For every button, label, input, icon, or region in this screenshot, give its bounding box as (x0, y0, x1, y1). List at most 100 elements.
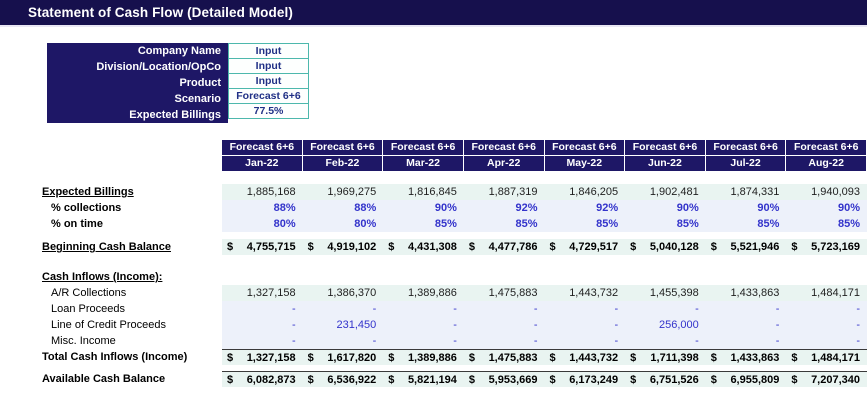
data-cell[interactable]: - (383, 317, 464, 333)
data-cell[interactable]: 1,902,481 (625, 184, 706, 200)
data-cell[interactable]: 1,433,863 (705, 285, 787, 301)
data-cell[interactable]: $1,327,158 (222, 349, 303, 365)
data-cell[interactable]: - (705, 301, 787, 317)
cell-value: 4,477,786 (488, 241, 538, 253)
data-cell[interactable]: $5,040,128 (625, 239, 706, 255)
data-cell[interactable]: - (302, 333, 384, 349)
data-cell[interactable]: 1,484,171 (786, 285, 867, 301)
data-cell[interactable]: $4,755,715 (222, 239, 303, 255)
data-cell[interactable]: $5,953,669 (463, 371, 545, 387)
data-cell[interactable]: $7,207,340 (786, 371, 867, 387)
data-cell[interactable]: 80% (302, 216, 384, 232)
data-cell[interactable]: 256,000 (625, 317, 706, 333)
data-cell[interactable]: 1,386,370 (302, 285, 384, 301)
data-cell[interactable]: 1,389,886 (383, 285, 464, 301)
data-cell[interactable]: - (222, 317, 303, 333)
data-cell[interactable]: $1,389,886 (383, 349, 464, 365)
data-cell[interactable]: 90% (786, 200, 867, 216)
data-cell[interactable]: - (222, 333, 303, 349)
data-cell[interactable]: 231,450 (302, 317, 384, 333)
form-input-cell[interactable]: Input (228, 73, 309, 89)
data-cell[interactable]: - (705, 333, 787, 349)
data-cell[interactable]: - (705, 317, 787, 333)
data-cell[interactable]: - (302, 301, 384, 317)
data-cell[interactable]: $6,955,809 (705, 371, 787, 387)
form-input-cell[interactable]: 77.5% (228, 103, 309, 119)
data-cell[interactable]: 92% (544, 200, 626, 216)
cell-value: - (614, 335, 619, 347)
data-cell[interactable]: - (383, 333, 464, 349)
data-cell[interactable]: 1,846,205 (544, 184, 626, 200)
data-cell[interactable]: 85% (705, 216, 787, 232)
data-cell[interactable]: 92% (463, 200, 545, 216)
data-cell[interactable]: $6,751,526 (625, 371, 706, 387)
data-cell[interactable]: $4,729,517 (544, 239, 626, 255)
form-input-cell[interactable]: Input (228, 58, 309, 74)
data-cell[interactable]: $1,711,398 (625, 349, 706, 365)
data-cell[interactable]: - (625, 301, 706, 317)
data-cell[interactable]: 85% (383, 216, 464, 232)
data-cell[interactable]: 1,327,158 (222, 285, 303, 301)
empty-cell (464, 269, 545, 285)
table-row: Available Cash Balance $6,082,873 $6,536,9… (40, 371, 867, 387)
data-cell[interactable]: 1,455,398 (625, 285, 706, 301)
data-cell[interactable]: $4,477,786 (463, 239, 545, 255)
data-cell[interactable]: - (222, 301, 303, 317)
data-cell[interactable]: 1,816,845 (383, 184, 464, 200)
data-cell[interactable]: - (625, 333, 706, 349)
data-cell[interactable]: $1,617,820 (302, 349, 384, 365)
cell-value: - (856, 335, 860, 347)
data-cell[interactable]: $5,521,946 (705, 239, 787, 255)
data-cell[interactable]: 88% (222, 200, 303, 216)
month-header-cell: Jul-22 (705, 156, 786, 171)
data-cell[interactable]: $1,484,171 (786, 349, 867, 365)
cell-value: 1,846,205 (569, 186, 619, 198)
data-cell[interactable]: $5,723,169 (786, 239, 867, 255)
data-cell[interactable]: - (786, 301, 867, 317)
dollar-sign: $ (227, 351, 234, 364)
form-input-cell[interactable]: Input (228, 43, 309, 59)
data-cell[interactable]: 1,885,168 (222, 184, 303, 200)
data-cell[interactable]: 90% (625, 200, 706, 216)
data-cell[interactable]: $5,821,194 (383, 371, 464, 387)
form-input-cell[interactable]: Forecast 6+6 (228, 88, 309, 104)
data-cell[interactable]: 1,887,319 (463, 184, 545, 200)
data-cell[interactable]: 1,443,732 (544, 285, 626, 301)
data-cell[interactable]: - (383, 301, 464, 317)
data-cell[interactable]: 85% (544, 216, 626, 232)
data-cell[interactable]: - (463, 333, 545, 349)
data-cell[interactable]: 1,475,883 (463, 285, 545, 301)
form-label-column: Company Name Division/Location/OpCo Produc… (47, 43, 228, 123)
data-cell[interactable]: 85% (463, 216, 545, 232)
data-cell[interactable]: - (786, 317, 867, 333)
data-cell[interactable]: $4,919,102 (302, 239, 384, 255)
dollar-sign: $ (468, 351, 475, 364)
data-cell[interactable]: - (786, 333, 867, 349)
data-cell[interactable]: $6,173,249 (544, 371, 626, 387)
data-cell[interactable]: - (463, 301, 545, 317)
data-cell[interactable]: $6,082,873 (222, 371, 303, 387)
cell-value: 5,953,669 (488, 373, 538, 386)
data-cell[interactable]: 90% (705, 200, 787, 216)
row-label-text: % collections (51, 202, 122, 214)
data-cell[interactable]: 1,969,275 (302, 184, 384, 200)
data-cell[interactable]: - (544, 333, 626, 349)
data-cell[interactable]: $6,536,922 (302, 371, 384, 387)
data-cell[interactable]: 1,940,093 (786, 184, 867, 200)
cell-value: 6,751,526 (649, 373, 699, 386)
data-cell[interactable]: $1,443,732 (544, 349, 626, 365)
data-cell[interactable]: - (544, 317, 626, 333)
data-cell[interactable]: $1,475,883 (463, 349, 545, 365)
data-cell[interactable]: 85% (625, 216, 706, 232)
data-cell[interactable]: 85% (786, 216, 867, 232)
data-cell[interactable]: 88% (302, 200, 384, 216)
data-cell[interactable]: $1,433,863 (705, 349, 787, 365)
cell-value: - (291, 319, 296, 331)
data-cell[interactable]: - (463, 317, 545, 333)
data-cell[interactable]: $4,431,308 (383, 239, 464, 255)
dollar-sign: $ (388, 351, 395, 364)
data-cell[interactable]: 90% (383, 200, 464, 216)
data-cell[interactable]: - (544, 301, 626, 317)
data-cell[interactable]: 80% (222, 216, 303, 232)
data-cell[interactable]: 1,874,331 (705, 184, 787, 200)
